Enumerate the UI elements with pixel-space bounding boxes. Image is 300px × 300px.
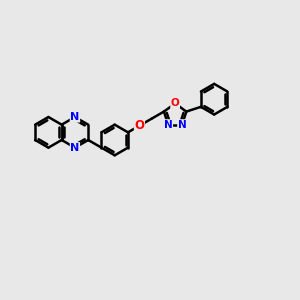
Text: N: N — [70, 112, 80, 122]
Text: O: O — [134, 119, 145, 132]
Text: N: N — [178, 120, 186, 130]
Text: O: O — [171, 98, 179, 108]
Text: N: N — [164, 120, 172, 130]
Text: N: N — [70, 142, 80, 153]
